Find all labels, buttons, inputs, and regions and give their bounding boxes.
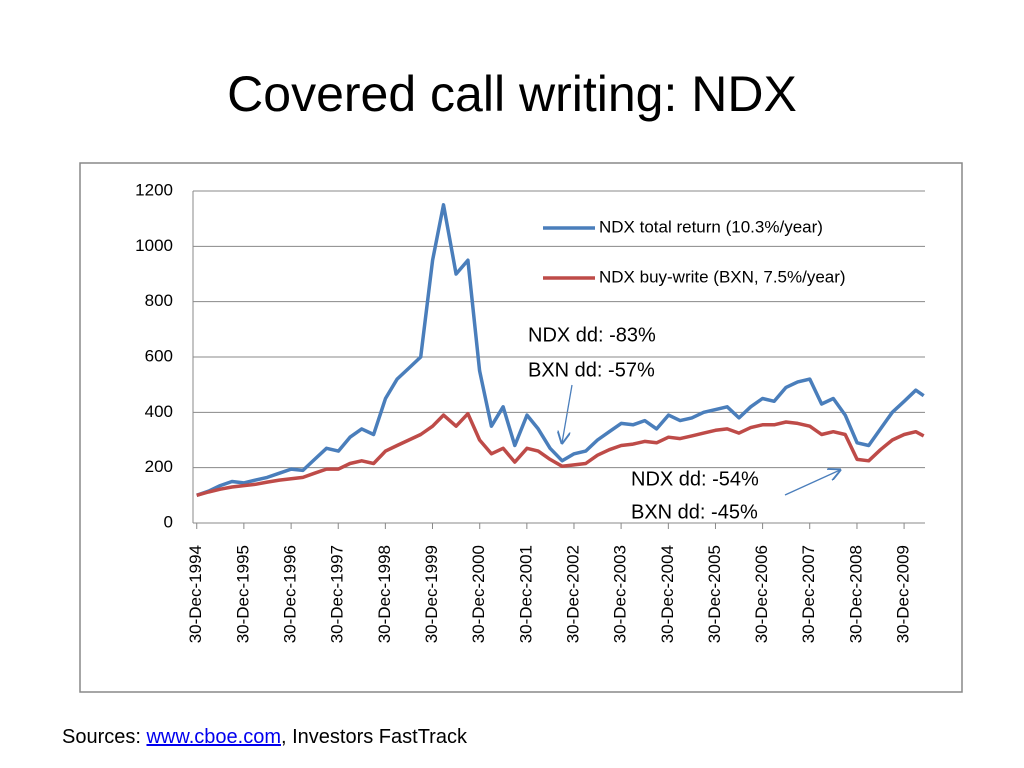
annotation-arrow <box>784 470 840 496</box>
x-tick-label: 30-Dec-1997 <box>328 545 347 643</box>
y-tick-label: 1200 <box>135 180 173 199</box>
x-tick-label: 30-Dec-1998 <box>375 545 394 643</box>
annotation-arrow <box>562 384 573 443</box>
y-tick-label: 1000 <box>135 236 173 255</box>
y-tick-label: 800 <box>145 291 173 310</box>
legend-label: NDX total return (10.3%/year) <box>599 217 823 236</box>
chart: Covered call writing: NDX 0 200 400 600 800 1… <box>79 66 963 693</box>
x-tick-label: 30-Dec-2009 <box>894 545 913 643</box>
series-line <box>196 203 925 497</box>
x-tick-label: 30-Dec-1995 <box>233 545 252 643</box>
x-tick-label: 30-Dec-2002 <box>563 545 582 643</box>
y-tick-label: 200 <box>145 457 173 476</box>
sources: Sources: www.cboe.com, Investors FastTra… <box>62 726 467 749</box>
y-tick-label: 600 <box>145 346 173 365</box>
x-tick-label: 30-Dec-1994 <box>186 545 205 643</box>
sources-link[interactable]: www.cboe.com <box>146 726 281 748</box>
annotation: NDX dd: -83% <box>528 324 656 346</box>
legend-label: NDX buy-write (BXN, 7.5%/year) <box>599 267 846 286</box>
y-tick-label: 400 <box>145 402 173 421</box>
x-tick-label: 30-Dec-2008 <box>846 545 865 643</box>
chart-title: Covered call writing: NDX <box>227 66 797 122</box>
x-tick-label: 30-Dec-2005 <box>705 545 724 643</box>
x-tick-label: 30-Dec-2003 <box>611 545 630 643</box>
x-tick-label: 30-Dec-2004 <box>658 545 677 643</box>
x-tick-label: 30-Dec-1999 <box>422 545 441 643</box>
annotation: NDX dd: -54% <box>631 468 759 490</box>
series-line <box>196 411 925 497</box>
annotation: BXN dd: -45% <box>631 501 758 523</box>
annotation: BXN dd: -57% <box>528 359 655 381</box>
x-tick-label: 30-Dec-2007 <box>799 545 818 643</box>
sources-prefix: Sources: <box>62 726 147 748</box>
y-tick-label: 0 <box>164 512 173 531</box>
x-tick-label: 30-Dec-2000 <box>469 545 488 643</box>
x-tick-label: 30-Dec-2001 <box>516 545 535 643</box>
x-tick-label: 30-Dec-2006 <box>752 545 771 643</box>
sources-suffix: , Investors FastTrack <box>280 726 467 748</box>
x-tick-label: 30-Dec-1996 <box>281 545 300 643</box>
